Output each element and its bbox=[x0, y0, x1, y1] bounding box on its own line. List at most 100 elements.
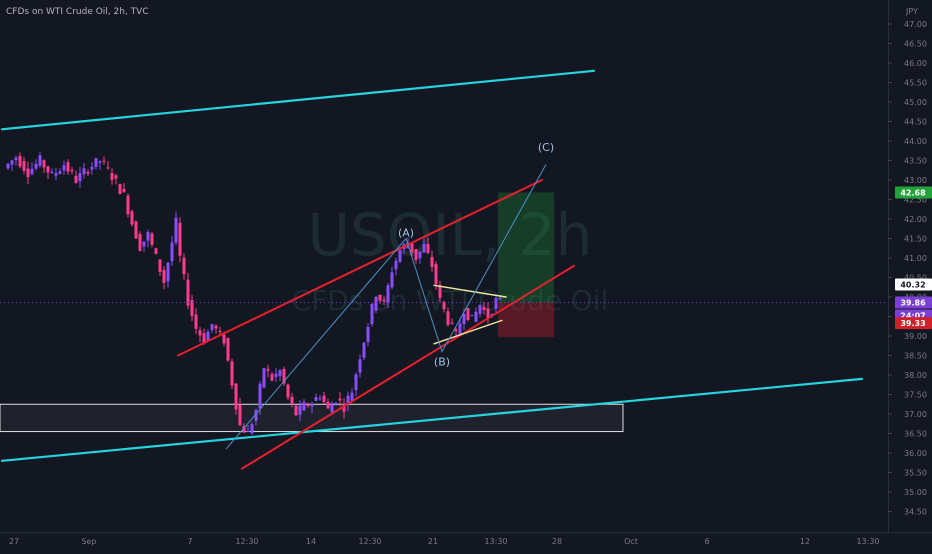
candle-body bbox=[314, 397, 318, 401]
elliott-wave-path[interactable] bbox=[225, 164, 547, 450]
candle-body bbox=[374, 296, 378, 311]
candle-body bbox=[10, 160, 14, 165]
candle-body bbox=[98, 161, 102, 163]
candle-body bbox=[362, 342, 366, 358]
candle-body bbox=[94, 158, 98, 167]
candle-body bbox=[446, 311, 450, 325]
drawings-group[interactable]: (A) (B) (C) bbox=[0, 69, 888, 470]
time-tick-label: 12:30 bbox=[235, 537, 258, 546]
candle-body bbox=[198, 330, 202, 336]
candle-body bbox=[210, 324, 214, 330]
price-label-stop-loss-bg bbox=[895, 317, 932, 330]
candle-body bbox=[454, 329, 458, 332]
position-tool-group[interactable] bbox=[498, 192, 554, 338]
candle-body bbox=[354, 374, 358, 390]
price-tick-label: 42.50 bbox=[904, 196, 927, 205]
time-tick-label: 27 bbox=[9, 537, 19, 546]
candle-body bbox=[306, 404, 310, 406]
price-tick-label: 42.00 bbox=[904, 215, 927, 224]
candle-body bbox=[178, 222, 182, 256]
candle-body bbox=[382, 299, 386, 302]
price-tick-label: 37.50 bbox=[904, 391, 927, 400]
candle-body bbox=[370, 303, 374, 325]
price-tick-label: 44.50 bbox=[904, 118, 927, 127]
candle-body bbox=[214, 325, 218, 329]
candle-body bbox=[474, 311, 478, 322]
chart-symbol-title[interactable]: CFDs on WTI Crude Oil, 2h, TVC bbox=[6, 7, 149, 17]
candle-body bbox=[394, 260, 398, 270]
candle-body bbox=[358, 359, 362, 373]
channel-lower-red[interactable] bbox=[241, 264, 575, 470]
candle-body bbox=[82, 168, 86, 175]
candle-body bbox=[222, 334, 226, 344]
time-axis[interactable]: 27 Sep 7 12:30 14 12:30 21 13:30 28 Oct 6 12 13:30 bbox=[0, 532, 932, 547]
candle-body bbox=[318, 398, 322, 400]
time-tick-label: Oct bbox=[624, 537, 638, 546]
candle-body bbox=[494, 298, 498, 309]
candle-body bbox=[106, 167, 110, 169]
candle-body bbox=[418, 251, 422, 259]
trendline-lower-cyan[interactable] bbox=[0, 377, 864, 462]
time-tick-label: 21 bbox=[428, 537, 438, 546]
currency-label[interactable]: JPY bbox=[905, 7, 918, 16]
trendline-upper-cyan[interactable] bbox=[0, 69, 596, 131]
price-tick-label: 39.00 bbox=[904, 332, 927, 341]
candle-body bbox=[342, 403, 346, 412]
price-tick-label: 34.50 bbox=[904, 508, 927, 517]
candle-body bbox=[206, 331, 210, 342]
candle-body bbox=[54, 173, 58, 176]
candle-body bbox=[74, 175, 78, 183]
candle-body bbox=[290, 396, 294, 404]
candle-body bbox=[122, 188, 126, 192]
candle-body bbox=[34, 163, 38, 169]
price-tick-label: 46.50 bbox=[904, 40, 927, 49]
position-loss-zone[interactable] bbox=[498, 302, 554, 338]
candle-body bbox=[326, 401, 330, 409]
candle-body bbox=[70, 169, 74, 172]
candle-body bbox=[46, 166, 50, 173]
candle-body bbox=[390, 272, 394, 288]
candle-body bbox=[334, 402, 338, 404]
candle-body bbox=[86, 171, 90, 174]
candle-body bbox=[174, 217, 178, 243]
wave-label-c: (C) bbox=[538, 141, 554, 154]
candle-body bbox=[58, 171, 62, 174]
candle-body bbox=[162, 269, 166, 283]
price-tick-label: 41.00 bbox=[904, 254, 927, 263]
candle-body bbox=[50, 171, 54, 173]
watermark-symbol: USOIL, 2h bbox=[308, 201, 593, 269]
candle-body bbox=[158, 259, 162, 272]
price-tick-label: 36.00 bbox=[904, 449, 927, 458]
candle-body bbox=[38, 155, 42, 166]
candle-body bbox=[66, 162, 70, 172]
watermark-group: USOIL, 2h CFDs on WTI Crude Oil bbox=[292, 201, 609, 317]
price-tick-label: 44.00 bbox=[904, 137, 927, 146]
candle-body bbox=[130, 211, 134, 225]
candle-body bbox=[330, 404, 334, 413]
candle-body bbox=[498, 298, 502, 300]
candle-body bbox=[238, 404, 242, 426]
candle-body bbox=[294, 405, 298, 416]
triangle-upper-line[interactable] bbox=[433, 284, 507, 298]
candle-body bbox=[478, 305, 482, 314]
time-tick-label: 28 bbox=[552, 537, 562, 546]
position-profit-zone[interactable] bbox=[498, 192, 554, 303]
candle-body bbox=[486, 308, 490, 319]
candle-body bbox=[242, 426, 246, 433]
candle-body bbox=[470, 314, 474, 316]
triangle-lower-line[interactable] bbox=[433, 319, 503, 345]
channel-upper-red[interactable] bbox=[177, 179, 543, 357]
candle-body bbox=[150, 233, 154, 245]
candle-body bbox=[134, 221, 138, 239]
time-tick-label: 12 bbox=[800, 537, 810, 546]
candle-body bbox=[118, 184, 122, 195]
price-label-current: 39.86 bbox=[900, 298, 926, 307]
candle-body bbox=[426, 244, 430, 253]
price-label-countdown: 24:07 bbox=[900, 311, 925, 320]
price-tick-label: 37.00 bbox=[904, 410, 927, 419]
candle-body bbox=[230, 361, 234, 386]
price-label-take-profit-bg bbox=[895, 186, 932, 199]
